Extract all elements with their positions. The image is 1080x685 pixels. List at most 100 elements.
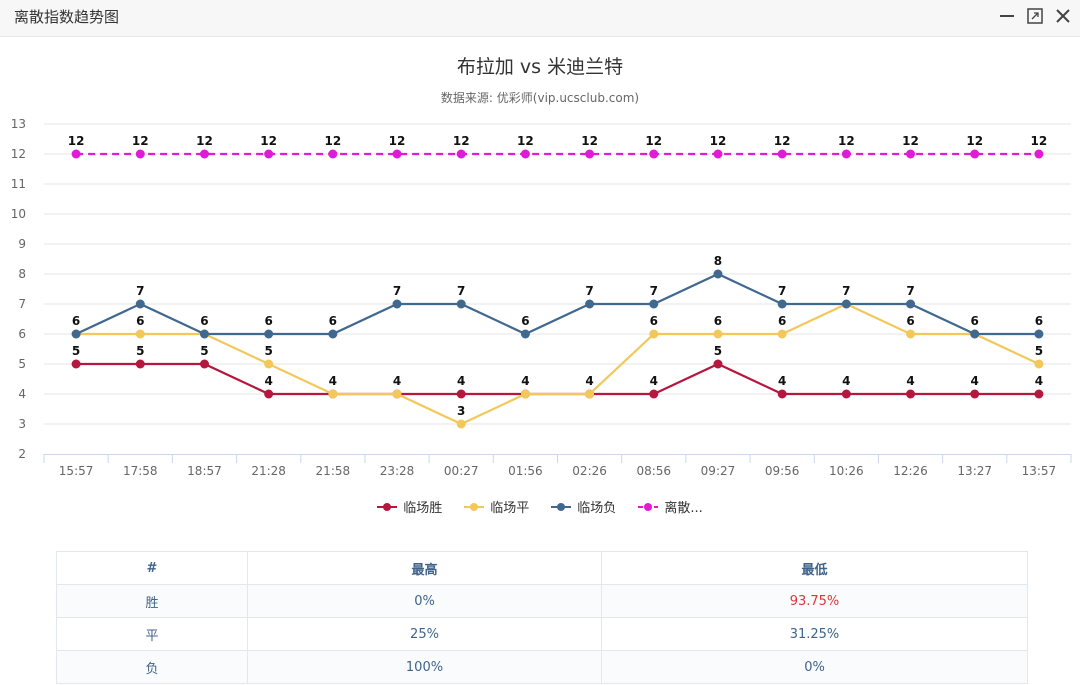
- data-label: 7: [906, 284, 914, 298]
- y-tick-label: 6: [18, 327, 26, 341]
- data-point: [264, 359, 274, 369]
- x-tick-label: 21:28: [251, 464, 286, 478]
- min-value: 0%: [601, 650, 1028, 684]
- data-label: 7: [778, 284, 786, 298]
- x-tick-label: 18:57: [187, 464, 222, 478]
- data-point: [71, 359, 81, 369]
- y-tick-label: 9: [18, 237, 26, 251]
- title-bar: 离散指数趋势图: [0, 0, 1080, 37]
- legend-label: 离散...: [664, 501, 703, 516]
- series-line: [76, 362, 1039, 396]
- legend-symbol: [377, 502, 398, 511]
- x-tick-label: 10:26: [829, 464, 864, 478]
- legend-item[interactable]: 临场负: [551, 497, 616, 516]
- y-tick-label: 12: [11, 147, 26, 161]
- data-point: [713, 269, 723, 279]
- legend-label: 临场胜: [403, 501, 443, 516]
- data-point: [585, 149, 595, 159]
- header-min: 最低: [601, 551, 1028, 585]
- data-point: [71, 149, 81, 159]
- data-label: 12: [645, 134, 662, 148]
- data-label: 4: [585, 374, 593, 388]
- legend-item[interactable]: 离散...: [638, 497, 703, 516]
- close-icon[interactable]: [1053, 6, 1073, 26]
- maximize-icon[interactable]: [1025, 6, 1045, 26]
- data-label: 7: [136, 284, 144, 298]
- data-point: [264, 329, 274, 339]
- data-point: [585, 389, 595, 399]
- data-label: 12: [1031, 134, 1048, 148]
- data-label: 6: [971, 314, 979, 328]
- y-tick-label: 7: [18, 297, 26, 311]
- table-row: 平 25% 31.25%: [56, 617, 1028, 651]
- data-label: 12: [260, 134, 277, 148]
- data-point: [713, 359, 723, 369]
- data-point: [135, 299, 145, 309]
- legend-label: 临场负: [577, 501, 617, 516]
- max-value: 100%: [247, 650, 602, 684]
- legend-item[interactable]: 临场胜: [377, 497, 442, 516]
- data-point: [649, 389, 659, 399]
- data-label: 6: [521, 314, 529, 328]
- data-label: 6: [650, 314, 658, 328]
- minimize-icon[interactable]: [997, 6, 1017, 26]
- data-label: 7: [585, 284, 593, 298]
- data-point: [1034, 149, 1044, 159]
- data-label: 7: [842, 284, 850, 298]
- data-label: 6: [971, 314, 979, 328]
- data-point: [456, 419, 466, 429]
- data-point: [456, 389, 466, 399]
- data-point: [520, 389, 530, 399]
- data-label: 6: [906, 314, 914, 328]
- y-tick-label: 4: [18, 387, 26, 401]
- data-label: 5: [200, 344, 208, 358]
- data-label: 7: [842, 284, 850, 298]
- window-title: 离散指数趋势图: [14, 8, 120, 26]
- data-point: [841, 299, 851, 309]
- data-label: 5: [72, 344, 80, 358]
- data-point: [456, 149, 466, 159]
- y-tick-label: 5: [18, 357, 26, 371]
- data-label: 5: [136, 344, 144, 358]
- data-label: 4: [329, 374, 337, 388]
- table-row: 负 100% 0%: [56, 650, 1028, 684]
- header-index: #: [56, 551, 248, 585]
- data-point: [328, 149, 338, 159]
- x-tick-label: 23:28: [380, 464, 415, 478]
- data-label: 4: [393, 374, 401, 388]
- data-label: 4: [521, 374, 529, 388]
- data-point: [649, 299, 659, 309]
- x-tick-label: 15:57: [59, 464, 94, 478]
- data-point: [777, 149, 787, 159]
- x-tick-label: 09:27: [701, 464, 736, 478]
- data-label: 4: [264, 374, 272, 388]
- data-point: [520, 329, 530, 339]
- data-label: 5: [714, 344, 722, 358]
- y-tick-label: 2: [18, 447, 26, 461]
- data-point: [841, 149, 851, 159]
- header-max: 最高: [247, 551, 602, 585]
- data-label: 6: [136, 314, 144, 328]
- data-label: 4: [971, 374, 979, 388]
- data-point: [906, 299, 916, 309]
- row-label: 胜: [56, 584, 248, 618]
- data-point: [841, 389, 851, 399]
- legend-item[interactable]: 临场平: [464, 497, 529, 516]
- max-value: 25%: [247, 617, 602, 651]
- data-label: 7: [457, 284, 465, 298]
- data-label: 6: [714, 314, 722, 328]
- data-label: 12: [453, 134, 470, 148]
- legend-symbol: [638, 502, 659, 511]
- data-label: 4: [329, 374, 337, 388]
- data-label: 5: [1035, 344, 1043, 358]
- data-point: [392, 149, 402, 159]
- data-point: [135, 149, 145, 159]
- x-tick-label: 13:57: [1022, 464, 1057, 478]
- x-tick-label: 01:56: [508, 464, 543, 478]
- data-label: 4: [778, 374, 786, 388]
- data-label: 6: [72, 314, 80, 328]
- y-tick-label: 8: [18, 267, 26, 281]
- data-label: 7: [650, 284, 658, 298]
- data-point: [649, 149, 659, 159]
- data-label: 4: [457, 374, 465, 388]
